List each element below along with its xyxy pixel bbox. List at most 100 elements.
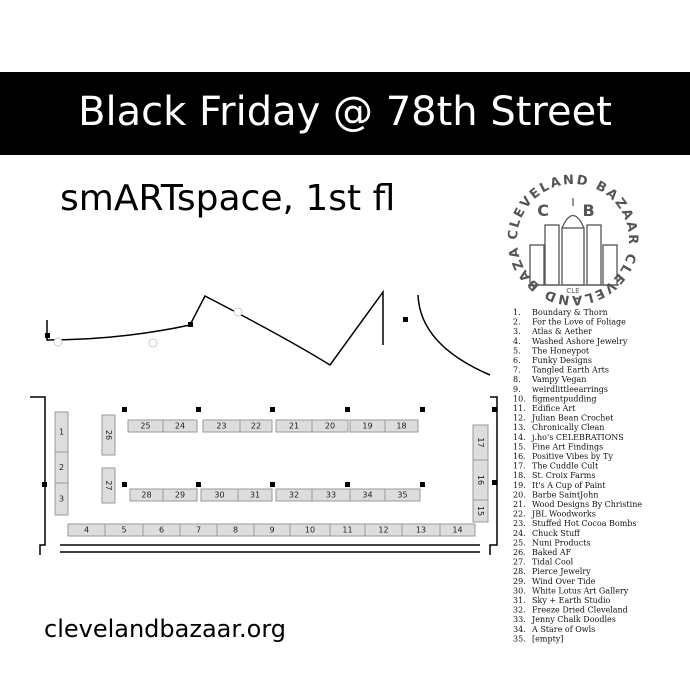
vendor-name: The Honeypot — [532, 346, 590, 355]
booth — [237, 488, 273, 502]
vendor-name: Tidal Cool — [532, 558, 574, 567]
booth-label: 31 — [250, 491, 260, 500]
booth-label: 24 — [175, 422, 185, 431]
vendor-name: Boundary & Thorn — [532, 308, 608, 317]
logo-city: CLE — [566, 287, 579, 295]
vendor-name: A Stare of Owls — [531, 625, 595, 634]
vendor-number: 25. — [513, 538, 526, 547]
booth-label: 8 — [233, 526, 238, 535]
subtitle: smARTspace, 1st fl — [60, 178, 395, 219]
vendor-number: 2. — [513, 318, 521, 327]
vendor-name: j.ho's CELEBRATIONS — [531, 433, 624, 442]
vendor-name: Washed Ashore Jewelry — [532, 337, 628, 346]
booth — [202, 419, 241, 433]
booth-label: 7 — [196, 526, 201, 535]
vendor-name: St. Croix Farms — [532, 471, 595, 480]
website: clevelandbazaar.org — [44, 615, 286, 643]
vendor-number: 27. — [513, 558, 526, 567]
vendor-number: 11. — [513, 404, 526, 413]
vendor-name: Stuffed Hot Cocoa Bombs — [532, 519, 637, 528]
vendor-name: Chronically Clean — [532, 423, 604, 432]
booth-label: 33 — [326, 491, 336, 500]
booth — [472, 424, 489, 461]
booth-label: 16 — [476, 475, 485, 485]
vendor-number: 29. — [513, 577, 526, 586]
vendor-list: 1. Boundary & Thorn 2. For the Love of Foli… — [513, 308, 642, 643]
vendor-name: Barbe SaintJohn — [532, 490, 598, 499]
vendor-number: 19. — [513, 481, 526, 490]
vendor-number: 22. — [513, 510, 526, 519]
booth-label: 9 — [269, 526, 274, 535]
logo-initials: C B — [537, 201, 609, 220]
vendor-number: 31. — [513, 596, 526, 605]
booth — [127, 419, 164, 433]
vendor-name: weirdlittleearrings — [532, 385, 608, 394]
title-band — [0, 72, 690, 155]
vendor-number: 33. — [513, 615, 526, 624]
booth-label: 2 — [59, 463, 64, 472]
booth-label: 23 — [216, 422, 226, 431]
vendor-name: Freeze Dried Cleveland — [532, 606, 628, 615]
vendor-name: Julian Bean Crochet — [531, 414, 614, 423]
booth-label: 30 — [214, 491, 224, 500]
vendor-name: Vampy Vegan — [531, 375, 586, 384]
booth-label: 22 — [251, 422, 261, 431]
vendor-name: Tangled Earth Arts — [532, 366, 609, 375]
vendor-name: Wood Designs By Christine — [532, 500, 642, 509]
booth-label: 11 — [342, 526, 352, 535]
vendor-number: 9. — [513, 385, 521, 394]
booth — [439, 523, 476, 537]
vendor-name: Funky Designs — [532, 356, 592, 365]
booth-label: 13 — [416, 526, 426, 535]
vendor-name: Positive Vibes by Ty — [532, 452, 613, 461]
vendor-number: 23. — [513, 519, 526, 528]
booth-label: 25 — [140, 422, 150, 431]
vendor-name: White Lotus Art Gallery — [532, 586, 629, 595]
booth-label: 21 — [289, 422, 299, 431]
vendor-name: It's A Cup of Paint — [532, 481, 606, 490]
booth — [54, 482, 69, 516]
vendor-number: 18. — [513, 471, 526, 480]
booth — [275, 419, 313, 433]
vendor-number: 20. — [513, 490, 526, 499]
vendor-name: Atlas & Aether — [531, 327, 592, 336]
vendor-name: Wind Over Tide — [532, 577, 596, 586]
booth-label: 19 — [362, 422, 372, 431]
vendor-number: 5. — [513, 346, 521, 355]
vendor-number: 12. — [513, 414, 526, 423]
vendor-number: 3. — [513, 327, 521, 336]
vendor-name: For the Love of Foliage — [532, 318, 626, 327]
vendor-name: Sky + Earth Studio — [532, 596, 611, 605]
vendor-number: 17. — [513, 462, 526, 471]
booth-label: 18 — [396, 422, 406, 431]
booth-label: 12 — [378, 526, 388, 535]
vendor-number: 21. — [513, 500, 526, 509]
vendor-name: Nuni Products — [532, 538, 591, 547]
booth-label: 26 — [104, 430, 113, 440]
booth-label: 14 — [452, 526, 462, 535]
booth-label: 29 — [175, 491, 185, 500]
vendor-number: 26. — [513, 548, 526, 557]
vendor-number: 30. — [513, 586, 526, 595]
booth-label: 34 — [362, 491, 372, 500]
vendor-name: Edifice Art — [532, 404, 576, 413]
booth-label: 1 — [59, 428, 64, 437]
floor-walls — [30, 289, 498, 555]
booth — [162, 488, 198, 502]
vendor-number: 34. — [513, 625, 526, 634]
title: Black Friday @ 78th Street — [78, 89, 612, 135]
vendor-number: 32. — [513, 606, 526, 615]
vendor-number: 24. — [513, 529, 526, 538]
booth-label: 3 — [59, 495, 64, 504]
booth-label: 28 — [141, 491, 151, 500]
vendor-name: Fine Art Findings — [532, 442, 603, 451]
vendor-name: figmentpudding — [532, 394, 597, 403]
vendor-name: Chuck Stuff — [532, 529, 581, 538]
vendor-number: 8. — [513, 375, 521, 384]
vendor-name: The Cuddle Cult — [532, 462, 599, 471]
vendor-name: [empty] — [532, 634, 563, 643]
vendor-name: Jenny Chalk Doodles — [531, 615, 616, 624]
vendor-number: 35. — [513, 634, 526, 643]
